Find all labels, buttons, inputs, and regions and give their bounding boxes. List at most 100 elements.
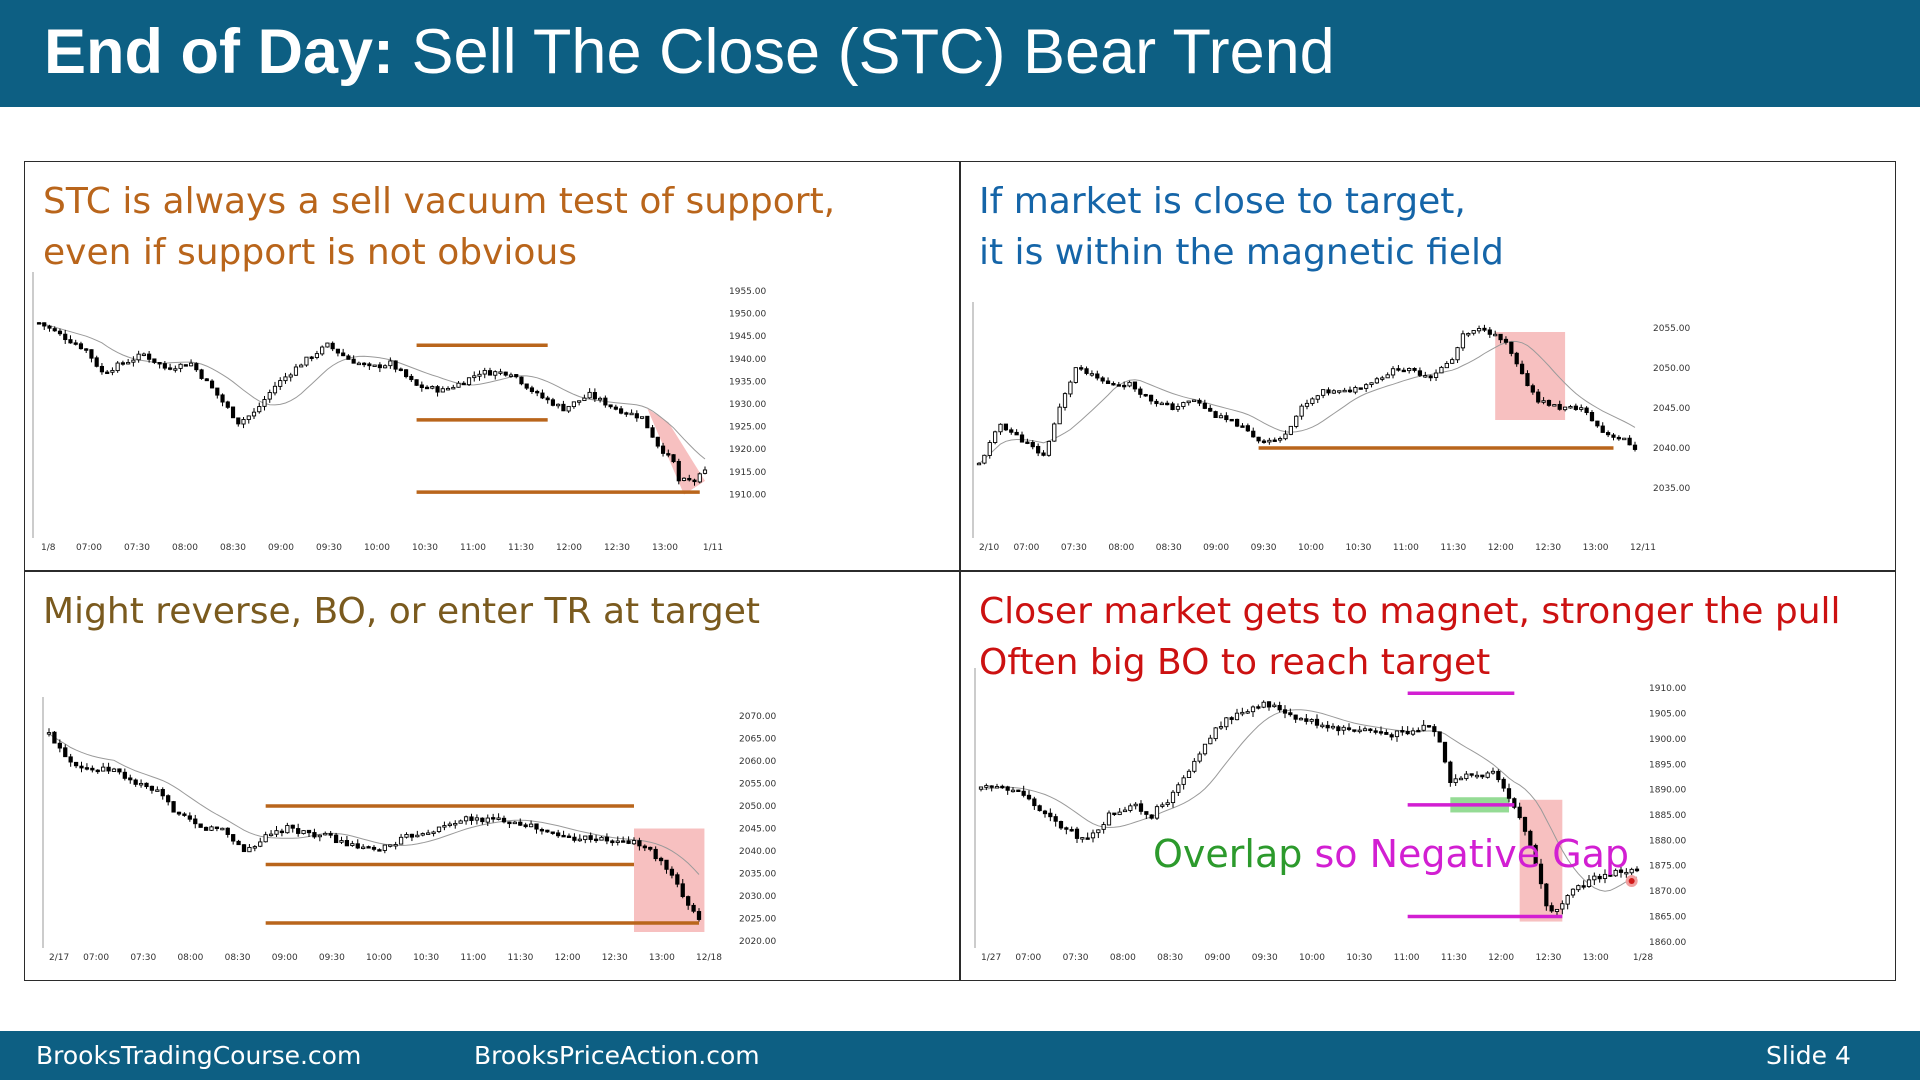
candle-body [529,387,535,392]
x-tick-label: 12/11 [1630,543,1656,553]
footer-site-2[interactable]: BrooksPriceAction.com [474,1041,760,1070]
candle-body [182,813,187,816]
annotation-negative-gap: so Negative Gap [1302,832,1630,876]
y-tick-label: 2050.00 [739,802,776,812]
candle-body [84,348,89,351]
candle-body [1100,377,1105,382]
candle-body [1160,804,1165,807]
candle-body [498,371,503,374]
y-tick-label: 1900.00 [1649,735,1686,745]
candle-body [306,829,312,834]
candle-body [63,333,68,341]
candle-body [1143,394,1148,397]
candle-body [1197,753,1202,762]
candle-body [171,801,176,813]
candle-body [1019,434,1025,443]
slide-header: End of Day: Sell The Close (STC) Bear Tr… [0,0,1920,107]
candle-body [1632,444,1638,450]
candle-body [1089,373,1095,376]
slide-number: Slide 4 [1766,1041,1851,1070]
candle-body [209,826,214,831]
candle-body [52,328,57,332]
candle-body [189,362,194,367]
candle-body [1444,362,1449,369]
candle-body [976,462,982,466]
candle-body [1464,773,1469,780]
candle-body [68,756,73,763]
candle-body [178,363,183,369]
candle-body [246,415,251,420]
moving-average-line [38,322,706,460]
candle-body [241,844,247,853]
candle-body [1149,814,1154,819]
candle-body [1208,407,1213,412]
candle-body [258,841,263,847]
candle-body [566,405,571,412]
candle-body [1538,863,1544,885]
caption-line-2: it is within the magnetic field [979,232,1504,273]
candle-body [1112,812,1117,816]
candle-body [209,380,215,389]
candle-body [304,356,309,366]
candle-body [220,827,225,831]
candle-body [1364,384,1369,389]
candle-body [1453,778,1458,784]
caption-line-1: Might reverse, BO, or enter TR at target [43,591,761,632]
candle-body [1288,425,1293,435]
candle-body [994,786,1000,789]
candle-body [1037,805,1042,812]
candle-body [1101,824,1106,830]
candle-body [1229,717,1234,720]
candle-body [1128,805,1133,811]
x-tick-label: 11:30 [507,953,533,963]
candle-body [230,406,236,419]
y-tick-label: 2060.00 [739,757,776,767]
candle-body [1325,724,1330,729]
candle-body [1514,352,1519,365]
candle-body [631,840,637,845]
candle-body [388,844,393,847]
candle-body [1480,774,1485,778]
footer-site-1[interactable]: BrooksTradingCourse.com [36,1041,362,1070]
candle-body [215,387,220,396]
chart-panel-top-right: 2055.00 2050.00 2045.00 2040.00 2035.00 2/10 0… [960,161,1896,571]
candle-body [111,768,117,772]
x-tick-label: 07:30 [130,953,156,963]
candle-body [480,817,485,823]
candle-body [1138,803,1144,812]
candle-body [697,473,702,483]
candle-body [1405,730,1410,735]
x-tick-label: 11:00 [1393,543,1419,553]
candle-body [351,358,356,364]
candle-body [1304,718,1309,722]
candle-body [645,415,650,429]
title-bold: End of Day: [44,17,395,87]
candle-body [1506,788,1512,799]
candle-body [588,835,593,840]
candle-body [1026,794,1032,800]
x-tick-label: 07:00 [76,543,102,553]
y-tick-label: 2030.00 [739,892,776,902]
candle-body [676,460,681,482]
candle-body [106,766,111,772]
candle-body [474,817,480,821]
candle-body [101,766,106,772]
candle-body [1084,368,1089,374]
y-tick-label: 2045.00 [1653,404,1690,414]
x-tick-label: 08:00 [172,543,198,553]
candle-body [445,387,451,391]
candle-body [420,833,425,836]
candle-body [512,821,517,825]
candle-body [1106,812,1112,826]
candle-body [388,360,393,367]
x-tick-label: 07:30 [1063,953,1089,963]
candle-body [1474,774,1480,778]
x-tick-label: 09:30 [316,543,342,553]
candle-body [593,838,599,842]
candle-body [1573,405,1578,410]
candle-body [1439,366,1444,374]
candle-body [518,821,523,826]
candle-body [1310,398,1315,404]
candle-body [355,843,360,849]
candle-body [393,360,398,370]
